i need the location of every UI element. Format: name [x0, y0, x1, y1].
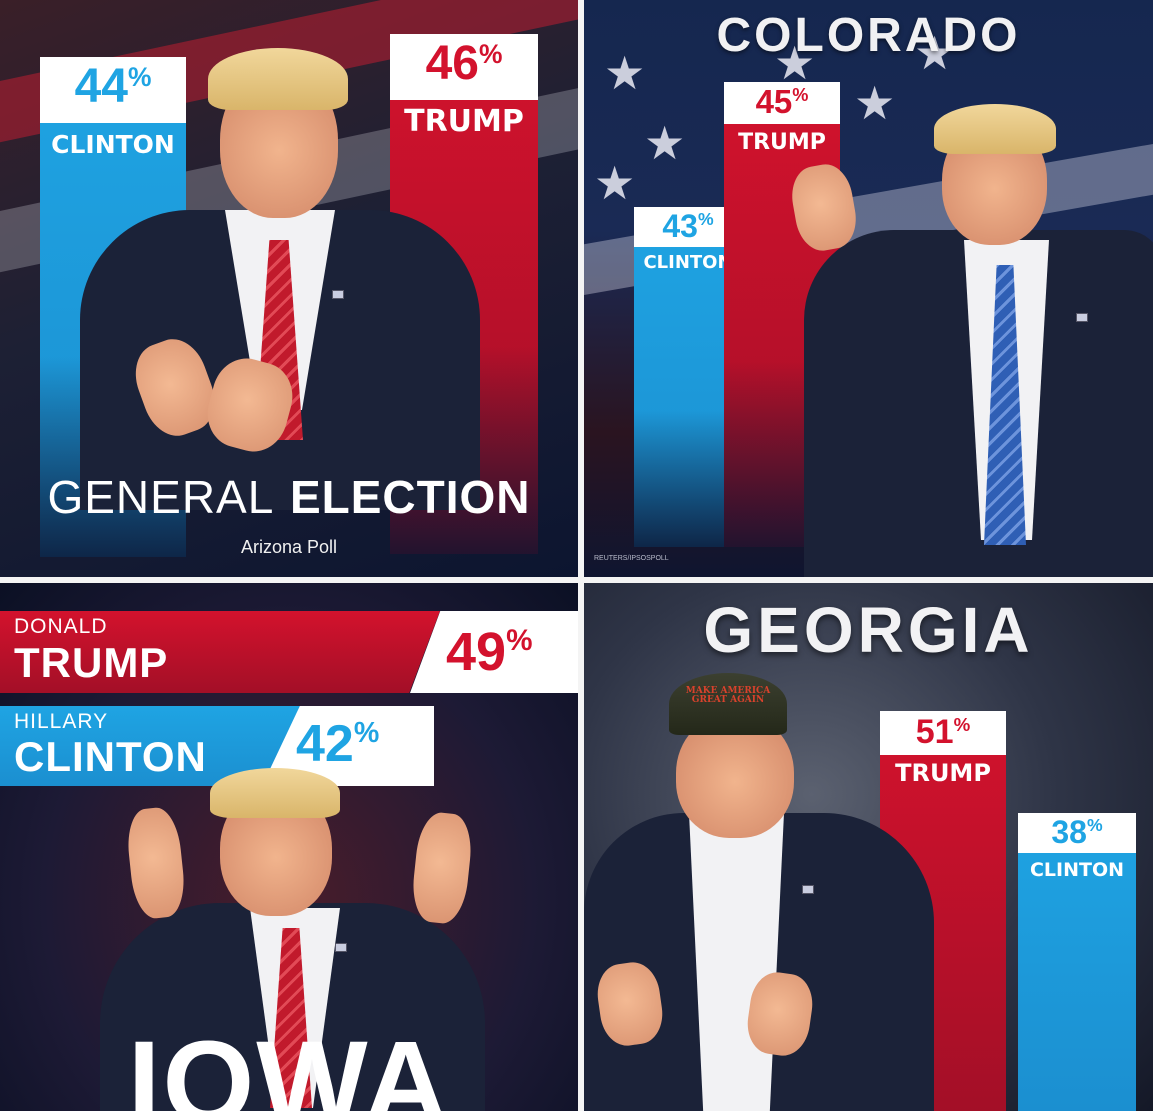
trump-percent-tag: 49%: [410, 611, 578, 693]
iowa-title: IOWA: [127, 1017, 451, 1111]
star-icon: ★: [854, 76, 896, 130]
trump-banner: DONALD TRUMP: [0, 611, 440, 693]
campaign-cap: MAKE AMERICA GREAT AGAIN: [669, 673, 787, 735]
clinton-percent: 44%: [74, 60, 152, 113]
clinton-percent-tag: 38%: [1018, 813, 1136, 853]
star-icon: ★: [604, 46, 646, 100]
clinton-last-name: CLINTON: [14, 733, 207, 780]
candidate-photo-with-cap: MAKE AMERICA GREAT AGAIN: [584, 673, 944, 1111]
clinton-bar: [1018, 813, 1136, 1111]
clinton-percent: 38%: [1051, 814, 1103, 850]
clinton-label: CLINTON: [643, 252, 733, 273]
georgia-poll-panel: GEORGIA 51% TRUMP 38% CLINTON MAKE AMERI…: [584, 583, 1153, 1111]
trump-percent: 51%: [915, 713, 971, 751]
poll-source: REUTERS/IPSOSPOLL: [594, 555, 669, 562]
trump-percent-tag: 51%: [880, 711, 1006, 755]
arizona-poll-panel: 44% CLINTON 46% TRUMP GENERAL ELECTION A…: [0, 0, 578, 577]
colorado-poll-panel: ★ ★ ★ ★ ★ ★ ★ COLORADO 43% CLINTON 45% T…: [584, 0, 1153, 577]
georgia-title: GEORGIA: [703, 594, 1034, 666]
cap-slogan: MAKE AMERICA GREAT AGAIN: [685, 686, 771, 706]
trump-percent-tag: 46%: [390, 34, 538, 100]
star-icon: ★: [644, 116, 686, 170]
candidate-photo-thumbs-up: [784, 100, 1153, 577]
clinton-percent: 43%: [662, 208, 714, 244]
candidate-photo-clapping: [60, 40, 500, 510]
colorado-title: COLORADO: [716, 9, 1021, 62]
trump-percent-tag: 45%: [724, 82, 840, 124]
clinton-first-name: HILLARY: [14, 710, 109, 733]
star-icon: ★: [914, 26, 956, 80]
star-icon: ★: [594, 156, 636, 210]
trump-percent: 45%: [755, 83, 809, 120]
clinton-percent: 42%: [296, 715, 380, 773]
arizona-poll-subtitle: Arizona Poll: [240, 537, 338, 557]
trump-percent: 49%: [446, 622, 533, 682]
trump-label: TRUMP: [895, 759, 991, 787]
clinton-percent-tag: 44%: [40, 57, 186, 123]
title-election: ELECTION: [289, 471, 531, 523]
trump-label: TRUMP: [738, 130, 826, 155]
candidate-photo-double-thumbs-up: [100, 768, 490, 1111]
clinton-label: CLINTON: [51, 130, 175, 159]
title-general: GENERAL: [47, 471, 275, 523]
iowa-poll-panel: DONALD TRUMP 49% HILLARY CLINTON 42% IOW…: [0, 583, 578, 1111]
trump-label: TRUMP: [404, 104, 524, 139]
trump-first-name: DONALD: [14, 615, 108, 638]
clinton-label: CLINTON: [1029, 859, 1125, 881]
trump-last-name: TRUMP: [14, 639, 169, 686]
star-icon: ★: [774, 36, 816, 90]
trump-percent: 46%: [425, 37, 503, 90]
general-election-title: GENERAL ELECTION: [0, 470, 578, 524]
